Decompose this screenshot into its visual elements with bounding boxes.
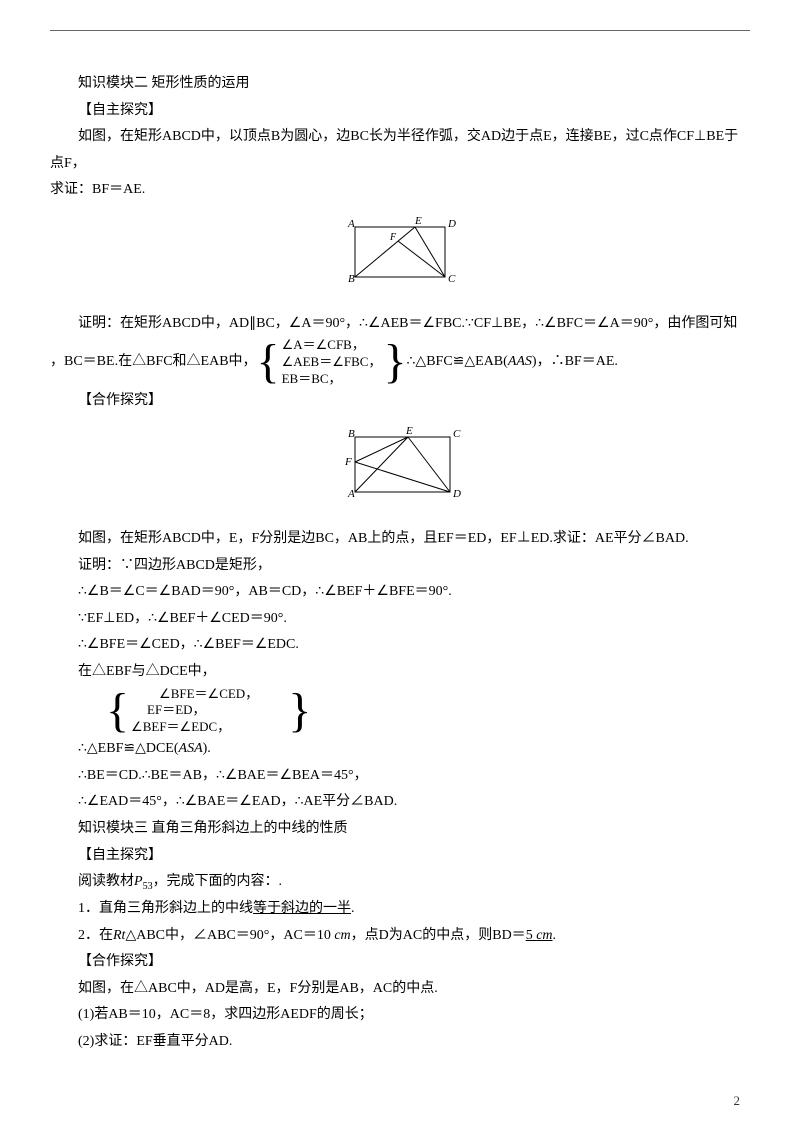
brace-left-icon: {	[257, 338, 280, 386]
proof2-l4: ∴∠BFE＝∠CED，∴∠BEF＝∠EDC.	[50, 632, 750, 659]
proof1-brace-block: { ∠A＝∠CFB， ∠AEB＝∠FBC， EB＝BC， }	[257, 337, 407, 388]
item1-post: .	[351, 901, 355, 916]
proof2-l7: ∴BE＝CD.∴BE＝AB，∴∠BAE＝∠BEA＝45°，	[50, 763, 750, 790]
problem3-l2: (1)若AB＝10，AC＝8，求四边形AEDF的周长；	[50, 1002, 750, 1029]
brace2-l2: EF＝ED，	[131, 702, 206, 717]
item-2: 2．在Rt△ABC中，∠ABC＝90°，AC＝10 cm，点D为AC的中点，则B…	[50, 923, 750, 950]
brace2-l3: ∠BEF＝∠EDC，	[131, 719, 230, 734]
reading-p: P	[134, 874, 143, 889]
problem1-line2: 求证：BF＝AE.	[50, 177, 750, 204]
proof2-brace-wrap: { ∠BFE＝∠CED， EF＝ED， ∠BEF＝∠EDC， }	[50, 686, 750, 737]
label2-f: F	[344, 456, 352, 468]
item-1: 1．直角三角形斜边上的中线等于斜边的一半.	[50, 896, 750, 923]
self-explore-heading-3: 【自主探究】	[50, 843, 750, 870]
self-explore-heading: 【自主探究】	[50, 98, 750, 125]
item1-pre: 1．直角三角形斜边上的中线	[78, 901, 253, 916]
item2-rt: Rt	[113, 928, 125, 943]
problem3-l3: (2)求证：EF垂直平分AD.	[50, 1029, 750, 1056]
rectangle-diagram-2: A B C D E F	[330, 422, 470, 507]
top-divider	[50, 30, 750, 31]
label-f: F	[389, 232, 397, 243]
item1-underline: 等于斜边的一半	[253, 901, 351, 916]
brace1-l1: ∠A＝∠CFB，	[282, 337, 365, 352]
proof2-l6: ∴△EBF≌△DCE(ASA).	[50, 736, 750, 763]
page-number: 2	[734, 1089, 741, 1114]
module3-title: 知识模块三 直角三角形斜边上的中线的性质	[50, 816, 750, 843]
item2-post: .	[553, 928, 557, 943]
proof2-l2: ∴∠B＝∠C＝∠BAD＝90°，AB＝CD，∴∠BEF＋∠BFE＝90°.	[50, 579, 750, 606]
brace1-l3: EB＝BC，	[282, 371, 342, 386]
item2-mid1: △ABC中，∠ABC＝90°，AC＝10	[125, 928, 334, 943]
proof2-l1: 证明：∵四边形ABCD是矩形，	[50, 553, 750, 580]
item2-cm2: cm	[536, 928, 552, 943]
proof1-post: ∴△BFC≌△EAB(	[407, 349, 508, 376]
proof2-asa: ASA	[179, 741, 203, 756]
brace-left-icon-2: {	[78, 687, 129, 735]
label-c: C	[448, 273, 456, 285]
proof2-l8: ∴∠EAD＝45°，∴∠BAE＝∠EAD，∴AE平分∠BAD.	[50, 789, 750, 816]
proof1-pre: ，BC＝BE.在△BFC和△EAB中，	[50, 349, 257, 376]
proof2-l3: ∵EF⊥ED，∴∠BEF＋∠CED＝90°.	[50, 606, 750, 633]
item2-pre: 2．在	[78, 928, 113, 943]
item2-mid2: ，点D为AC的中点，则BD＝	[351, 928, 526, 943]
proof1-line2: ，BC＝BE.在△BFC和△EAB中， { ∠A＝∠CFB， ∠AEB＝∠FBC…	[50, 337, 750, 388]
proof2-brace-block: { ∠BFE＝∠CED， EF＝ED， ∠BEF＝∠EDC， }	[78, 686, 311, 737]
label2-e: E	[405, 425, 413, 437]
item2-cm1: cm	[334, 928, 350, 943]
coop-explore-heading-3: 【合作探究】	[50, 949, 750, 976]
label-d: D	[447, 218, 456, 230]
problem2-line1: 如图，在矩形ABCD中，E，F分别是边BC，AB上的点，且EF＝ED，EF⊥ED…	[50, 526, 750, 553]
proof1-aas: AAS	[508, 349, 532, 376]
figure-1: A B C D E F	[50, 212, 750, 303]
brace1-l2: ∠AEB＝∠FBC，	[282, 354, 382, 369]
problem3-l1: 如图，在△ABC中，AD是高，E，F分别是AB，AC的中点.	[50, 976, 750, 1003]
brace2-l1: ∠BFE＝∠CED，	[159, 686, 258, 701]
reading-post: ，完成下面的内容：.	[153, 874, 283, 889]
module2-title: 知识模块二 矩形性质的运用	[50, 71, 750, 98]
content: 知识模块二 矩形性质的运用 【自主探究】 如图，在矩形ABCD中，以顶点B为圆心…	[50, 71, 750, 1056]
reading-instruction: 阅读教材P53，完成下面的内容：.	[50, 869, 750, 896]
proof2-l5: 在△EBF与△DCE中，	[50, 659, 750, 686]
problem1-line1: 如图，在矩形ABCD中，以顶点B为圆心，边BC长为半径作弧，交AD边于点E，连接…	[50, 124, 750, 177]
label2-a: A	[347, 488, 355, 500]
label2-c: C	[453, 428, 461, 440]
brace-right-icon-2: }	[260, 687, 311, 735]
reading-sub: 53	[143, 881, 153, 892]
coop-explore-heading: 【合作探究】	[50, 388, 750, 415]
rectangle-diagram-1: A B C D E F	[330, 212, 470, 292]
label2-d: D	[452, 488, 461, 500]
proof1-end: )，∴BF＝AE.	[532, 349, 618, 376]
proof2-l6-pre: ∴△EBF≌△DCE(	[78, 741, 179, 756]
figure-2: A B C D E F	[50, 422, 750, 518]
reading-pre: 阅读教材	[78, 874, 134, 889]
label-b: B	[348, 273, 355, 285]
proof1-line1: 证明：在矩形ABCD中，AD∥BC，∠A＝90°，∴∠AEB＝∠FBC.∵CF⊥…	[50, 311, 750, 338]
label-e: E	[414, 215, 422, 227]
item2-underline: 5	[526, 928, 537, 943]
label2-b: B	[348, 428, 355, 440]
proof2-l6-end: ).	[203, 741, 211, 756]
brace-right-icon: }	[383, 338, 406, 386]
label-a: A	[347, 218, 355, 230]
